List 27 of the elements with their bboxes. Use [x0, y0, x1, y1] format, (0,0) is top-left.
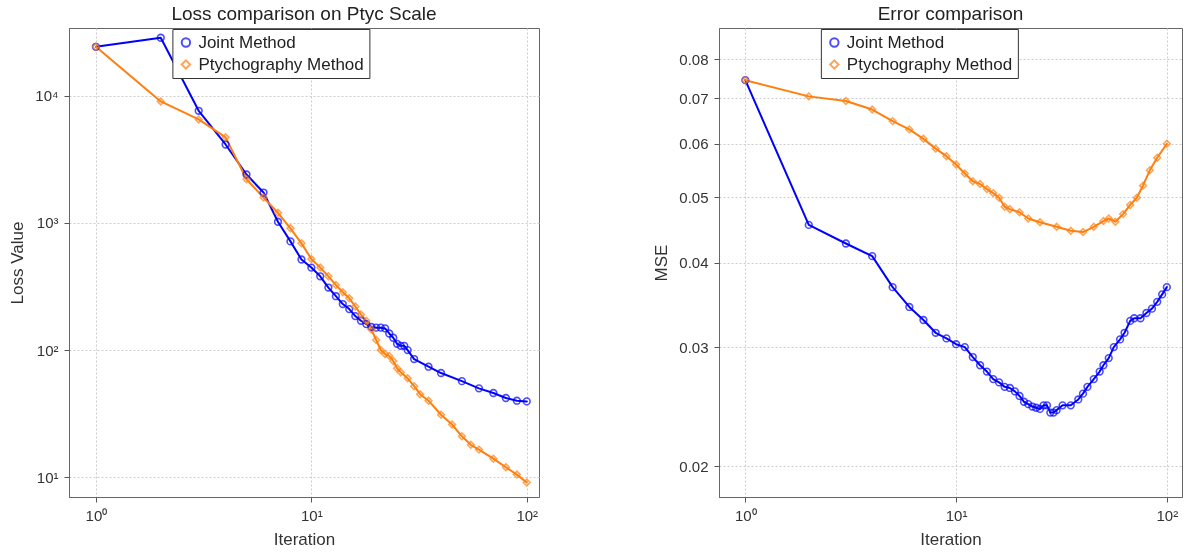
y-tick-label: 0.02 [679, 457, 709, 475]
y-tick-label: 0.08 [679, 50, 709, 68]
y-tick-label: 0.03 [679, 338, 709, 356]
x-axis-title: Iteration [273, 529, 336, 549]
y-tick-label: 0.05 [679, 188, 709, 206]
legend-label: Ptychography Method [846, 54, 1013, 74]
legend-label: Joint Method [198, 32, 296, 52]
x-axis-title: Iteration [920, 529, 982, 549]
y-tick-label: 0.07 [679, 89, 709, 107]
y-axis-title: Loss Value [8, 221, 28, 305]
y-tick-label: 10³ [36, 214, 59, 232]
chart-title: Loss comparison on Ptyc Scale [171, 3, 437, 24]
x-tick-label: 10⁰ [85, 506, 108, 524]
chart-title: Error comparison [877, 3, 1024, 24]
y-tick-label: 10⁴ [35, 87, 59, 105]
y-tick-label: 0.06 [679, 135, 709, 153]
y-axis-title: MSE [652, 244, 672, 282]
x-tick-label: 10¹ [300, 506, 323, 524]
x-tick-label: 10² [1156, 506, 1179, 524]
legend-label: Joint Method [846, 32, 945, 52]
y-tick-label: 10¹ [36, 468, 59, 486]
x-tick-label: 10⁰ [734, 506, 757, 524]
y-tick-label: 0.04 [679, 254, 709, 272]
x-tick-label: 10¹ [945, 506, 968, 524]
x-tick-label: 10² [516, 506, 539, 524]
y-tick-label: 10² [36, 341, 59, 359]
legend-label: Ptychography Method [198, 54, 364, 74]
